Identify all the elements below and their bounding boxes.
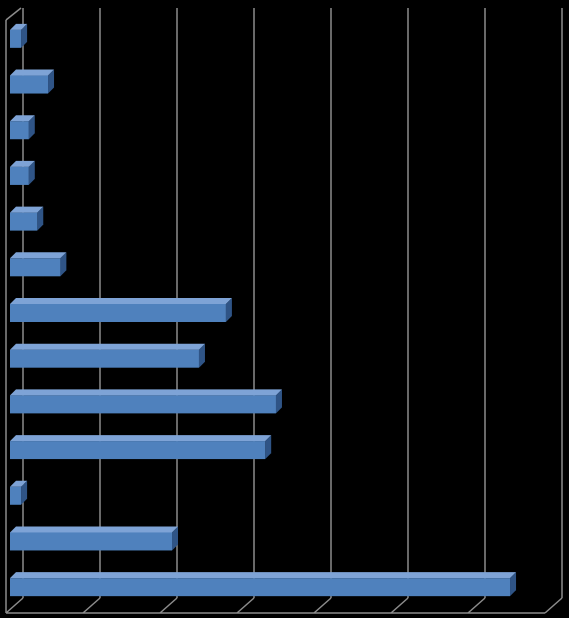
bar: [10, 578, 511, 597]
grid-line-floor: [544, 597, 563, 614]
bar-side: [37, 206, 44, 231]
grid-line-floor: [82, 597, 101, 614]
bar-top: [10, 526, 179, 533]
bar: [10, 212, 38, 231]
bar-side: [48, 69, 55, 94]
bar-top: [10, 23, 28, 30]
bar-side: [172, 526, 179, 551]
bar-side: [21, 23, 28, 48]
grid-line-floor: [467, 597, 486, 614]
bar-top: [10, 572, 517, 579]
bar: [10, 166, 29, 185]
bar-side: [28, 115, 35, 140]
bar-top: [10, 115, 35, 122]
bar-side: [510, 572, 517, 597]
bar-side: [198, 343, 205, 368]
bar-top: [10, 252, 67, 259]
bar-side: [28, 160, 35, 185]
bar: [10, 441, 266, 460]
grid-line-floor: [236, 597, 255, 614]
bar-side: [60, 252, 67, 277]
bar-top: [10, 69, 55, 76]
bar-top: [10, 160, 35, 167]
grid-line-floor: [159, 597, 178, 614]
bar-side: [275, 389, 282, 414]
bar-side: [265, 435, 272, 460]
bar: [10, 121, 29, 140]
bar: [10, 486, 22, 505]
bar-top: [10, 389, 282, 396]
bar: [10, 532, 173, 551]
bar: [10, 395, 276, 414]
bar-top: [10, 435, 272, 442]
bar-top: [10, 480, 28, 487]
bar: [10, 304, 226, 322]
bar-top: [10, 206, 44, 213]
bar-side: [21, 480, 28, 505]
bar: [10, 258, 61, 277]
wall-edge: [5, 7, 22, 21]
bar: [10, 349, 199, 368]
bar-top: [10, 343, 205, 350]
grid-line-floor: [313, 597, 332, 614]
grid-line-floor: [5, 597, 24, 614]
bar: [10, 75, 49, 94]
bar-side: [225, 298, 232, 322]
grid-line-floor: [390, 597, 409, 614]
bar: [10, 29, 22, 48]
bar-top: [10, 298, 232, 304]
